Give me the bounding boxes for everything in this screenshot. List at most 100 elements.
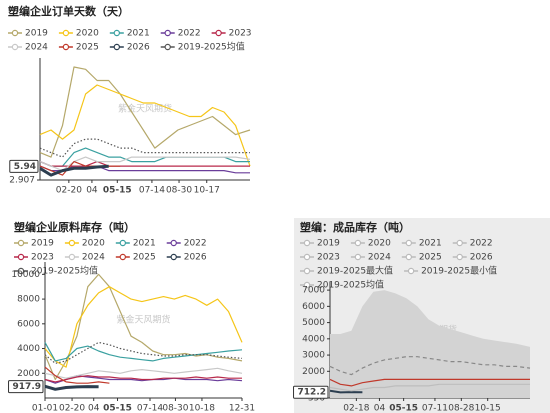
x-tick-label: 07-14 xyxy=(139,186,165,196)
series-line xyxy=(44,342,243,362)
y-tick-label: 7000 xyxy=(302,286,325,296)
y-tick-label: 2.907 xyxy=(9,176,35,186)
series-line xyxy=(44,367,243,379)
x-tick-label: 12-31 xyxy=(229,404,255,413)
y-tick-label: 4000 xyxy=(302,334,325,344)
series-area xyxy=(330,290,530,398)
legend-label: 2019-2025均值 xyxy=(31,265,98,277)
chart-title: 塑编：成品库存（吨） xyxy=(300,220,410,234)
chart-title: 塑编企业订单天数（天） xyxy=(8,4,129,18)
legend-item: 2024 xyxy=(64,253,105,263)
x-tick-label: 04 xyxy=(374,404,386,413)
series-line xyxy=(39,84,251,167)
legend-marker xyxy=(303,267,311,275)
legend-label: 2023 xyxy=(229,29,252,39)
x-tick-label: 08-30 xyxy=(162,404,188,413)
legend-marker xyxy=(405,253,413,261)
legend-item: 2021 xyxy=(115,239,156,249)
legend-label: 2019 xyxy=(25,29,48,39)
legend-marker xyxy=(17,253,25,261)
legend-marker xyxy=(119,239,127,247)
current-value-box xyxy=(293,385,329,399)
legend-marker xyxy=(354,239,362,247)
legend-marker xyxy=(62,29,70,37)
legend-label: 2021 xyxy=(419,239,442,249)
legend-item: 2020 xyxy=(350,239,391,249)
series-line xyxy=(44,273,243,381)
legend-label: 2024 xyxy=(25,43,48,53)
legend-item: 2021 xyxy=(109,29,150,39)
x-tick-label: 10-15 xyxy=(475,404,501,413)
legend-item: 2019-2025最大值 xyxy=(300,265,393,277)
y-tick-label: 10000 xyxy=(11,270,40,280)
legend-item: 2025 xyxy=(115,253,156,263)
legend-marker xyxy=(407,267,415,275)
legend-marker xyxy=(113,29,121,37)
legend-label: 2023 xyxy=(31,253,54,263)
legend-marker xyxy=(11,29,19,37)
legend-item: 2019 xyxy=(8,29,48,39)
legend-item: 2020 xyxy=(64,239,105,249)
series-line xyxy=(44,384,99,391)
legend-marker xyxy=(170,239,177,247)
legend-marker xyxy=(170,253,177,261)
series-line xyxy=(44,286,243,368)
y-tick-label: 3000 xyxy=(302,351,325,361)
current-value-box xyxy=(8,380,44,394)
legend-marker xyxy=(164,29,171,37)
legend-label: 2023 xyxy=(317,253,340,263)
legend-marker xyxy=(456,239,463,247)
legend-label: 2022 xyxy=(470,239,493,249)
legend-item: 2026 xyxy=(452,253,493,263)
legend-item: 2020 xyxy=(58,29,99,39)
series-line xyxy=(39,164,109,177)
x-tick-label: 01-01 xyxy=(32,404,58,413)
legend-item: 2022 xyxy=(166,239,207,249)
legend-item: 2019-2025均值 xyxy=(160,41,245,53)
x-tick-label: 07-11 xyxy=(422,404,448,413)
legend-item: 2022 xyxy=(452,239,493,249)
x-tick-label: 10-17 xyxy=(194,186,220,196)
watermark: 紫金天风期货 xyxy=(116,314,170,326)
series-line xyxy=(329,378,530,387)
series-line xyxy=(44,341,243,364)
legend-marker xyxy=(303,239,311,247)
legend-label: 2019 xyxy=(317,239,340,249)
legend-label: 2025 xyxy=(133,253,156,263)
legend-item: 2026 xyxy=(166,253,207,263)
y-tick-label: 2000 xyxy=(302,367,325,377)
legend-label: 2026 xyxy=(184,253,207,263)
x-tick-label: 02-20 xyxy=(59,404,85,413)
series-line xyxy=(329,383,530,392)
legend-label: 2022 xyxy=(178,29,201,39)
legend-marker xyxy=(303,281,311,289)
legend-label: 2026 xyxy=(470,253,493,263)
legend-item: 2025 xyxy=(401,253,442,263)
legend-label: 2022 xyxy=(184,239,207,249)
current-x-label: 05-15 xyxy=(103,404,132,413)
legend-label: 2020 xyxy=(82,239,105,249)
x-tick-label: 02-18 xyxy=(343,404,369,413)
x-tick-label: 10-18 xyxy=(189,404,215,413)
legend-label: 2019 xyxy=(31,239,54,249)
legend-item: 2026 xyxy=(109,43,150,53)
legend-marker xyxy=(17,239,25,247)
legend-marker xyxy=(17,267,25,275)
legend-item: 2023 xyxy=(300,253,340,263)
legend-item: 2019 xyxy=(14,239,54,249)
legend-label: 2025 xyxy=(76,43,99,53)
legend-marker xyxy=(303,253,311,261)
legend-label: 2021 xyxy=(127,29,150,39)
current-value-label: 712.2 xyxy=(298,388,326,398)
legend-marker xyxy=(215,29,222,37)
legend-marker xyxy=(68,239,76,247)
legend-marker xyxy=(164,43,171,51)
legend-label: 2021 xyxy=(133,239,156,249)
legend-label: 2019-2025均值 xyxy=(317,279,384,291)
current-value-box xyxy=(9,159,39,173)
series-line xyxy=(329,356,531,376)
legend-label: 2024 xyxy=(368,253,391,263)
series-line xyxy=(44,366,110,384)
y-tick-label: 8000 xyxy=(17,295,40,305)
